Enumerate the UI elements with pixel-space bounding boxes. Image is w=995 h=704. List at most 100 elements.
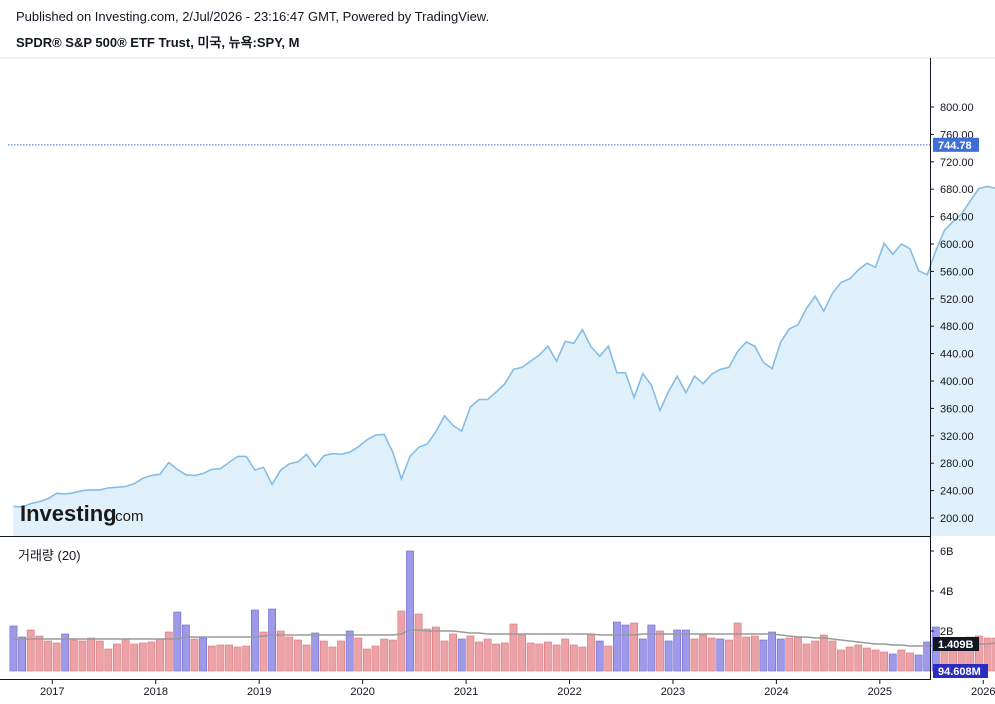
price-tick-label: 520.00	[940, 294, 974, 306]
volume-bar	[483, 638, 492, 672]
volume-bar	[768, 631, 776, 672]
volume-bar	[595, 640, 604, 672]
volume-bar	[199, 637, 207, 672]
volume-bar	[362, 648, 371, 672]
price-tick-label: 200.00	[940, 513, 974, 525]
volume-bar	[707, 637, 716, 672]
volume-bar	[578, 646, 587, 672]
volume-bar	[18, 636, 26, 672]
volume-bar	[388, 639, 397, 672]
logo-brand: Investing	[20, 501, 117, 526]
volume-bar	[35, 635, 44, 672]
last-volume-badge: 94.608M	[938, 666, 981, 678]
volume-bar	[612, 621, 621, 672]
volume-bar	[233, 646, 242, 672]
price-tick-label: 280.00	[940, 458, 974, 470]
volume-bar	[621, 624, 630, 672]
volume-bar	[397, 610, 406, 672]
volume-axis: 2B 4B 6B	[930, 546, 953, 638]
volume-bar	[328, 646, 337, 672]
volume-bar	[526, 642, 535, 672]
volume-bar	[147, 641, 156, 672]
volume-bar	[716, 638, 725, 672]
volume-bar	[871, 649, 880, 672]
volume-bar	[509, 623, 518, 672]
volume-bar	[725, 639, 733, 672]
time-tick-label: 2019	[247, 686, 271, 698]
volume-bar	[750, 635, 759, 672]
volume-bar	[793, 636, 802, 672]
price-tick-label: 480.00	[940, 321, 974, 333]
volume-bar	[587, 634, 595, 672]
price-tick-label: 440.00	[940, 349, 974, 361]
time-tick-label: 2026	[971, 686, 995, 698]
volume-bar	[837, 649, 845, 672]
volume-bar	[216, 644, 225, 672]
volume-bar	[104, 648, 113, 672]
volume-bar	[406, 550, 414, 672]
price-axis: 200.00 240.00 280.00 320.00 360.00 400.00 440.…	[930, 102, 974, 525]
volume-bar	[423, 628, 432, 672]
volume-ma-line	[13, 629, 995, 647]
volume-bar	[681, 629, 690, 672]
time-tick-label: 2022	[557, 686, 581, 698]
volume-bar	[371, 645, 380, 672]
last-price-badge: 744.78	[938, 140, 972, 152]
volume-bar	[811, 640, 820, 672]
volume-bar	[69, 639, 78, 672]
volume-bar	[854, 644, 863, 672]
volume-bar	[268, 608, 276, 672]
time-tick-label: 2018	[143, 686, 167, 698]
volume-bar	[113, 643, 121, 672]
volume-bar	[121, 638, 130, 672]
investing-logo: Investing .com	[20, 501, 144, 526]
volume-bar	[776, 638, 785, 672]
volume-bar	[78, 640, 87, 672]
volume-tick-label: 4B	[940, 586, 953, 598]
volume-bar	[95, 640, 104, 672]
price-series-line	[13, 185, 995, 508]
volume-bar	[259, 631, 268, 672]
volume-bar	[802, 643, 811, 672]
logo-suffix: .com	[111, 508, 144, 525]
last-price-badge-bg	[933, 137, 979, 152]
pane-borders	[0, 57, 995, 680]
volume-bar	[845, 646, 854, 672]
time-tick-label: 2021	[454, 686, 478, 698]
volume-tick-label: 6B	[940, 546, 953, 558]
volume-bar	[414, 613, 423, 672]
price-tick-label: 400.00	[940, 376, 974, 388]
volume-bar	[742, 636, 751, 672]
volume-bar	[242, 645, 251, 672]
volume-bar	[130, 643, 139, 672]
volume-bar	[630, 622, 638, 672]
volume-bar	[9, 625, 18, 672]
volume-bar	[251, 609, 259, 672]
price-tick-label: 640.00	[940, 212, 974, 224]
price-tick-label: 680.00	[940, 184, 974, 196]
volume-bar	[733, 622, 742, 672]
volume-bar	[354, 637, 363, 672]
volume-bar	[190, 638, 199, 672]
volume-bar	[285, 636, 294, 672]
volume-ma-badge: 1.409B	[938, 639, 974, 651]
volume-bar	[207, 645, 216, 672]
volume-bar	[561, 638, 570, 672]
volume-bar	[647, 624, 656, 672]
volume-bar	[52, 642, 61, 672]
volume-bar	[759, 639, 768, 672]
volume-bar	[897, 649, 906, 672]
price-tick-label: 360.00	[940, 403, 974, 415]
volume-bar	[87, 637, 95, 672]
volume-bar	[61, 633, 70, 672]
volume-bar	[311, 632, 320, 672]
price-area-fill	[13, 186, 995, 536]
volume-bar	[785, 637, 794, 672]
volume-bar	[699, 634, 707, 672]
volume-bar	[500, 642, 509, 672]
time-tick-label: 2024	[764, 686, 788, 698]
volume-bar	[26, 629, 35, 672]
volume-bar	[440, 640, 449, 672]
volume-bar	[225, 644, 233, 672]
